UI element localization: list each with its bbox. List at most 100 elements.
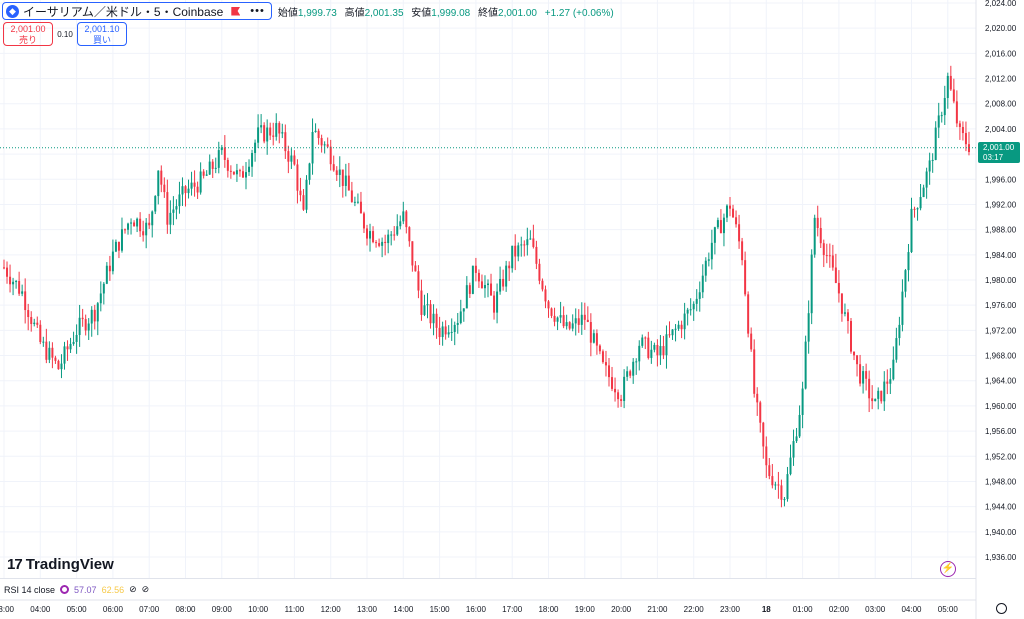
candle-body — [145, 222, 148, 236]
candle-body — [544, 289, 547, 302]
candle-body — [520, 244, 523, 246]
candle-body — [33, 322, 36, 325]
x-tick-label: 18:00 — [538, 605, 559, 614]
candle-body — [922, 187, 925, 198]
last-price-label: 2,001.00 03:17 — [978, 142, 1020, 163]
candle-body — [275, 123, 278, 137]
candle-body — [163, 184, 166, 193]
candle-body — [453, 324, 456, 332]
candle-body — [320, 138, 323, 146]
candle-body — [426, 304, 429, 306]
candle-body — [862, 371, 865, 384]
candle-body — [604, 362, 607, 366]
candle-body — [462, 308, 465, 312]
sell-button[interactable]: 2,001.00 売り — [3, 22, 53, 46]
candle-body — [641, 337, 644, 346]
candle-body — [626, 371, 629, 377]
candle-body — [396, 226, 399, 235]
x-tick-label: 14:00 — [393, 605, 414, 614]
candle-body — [955, 101, 958, 124]
candle-body — [553, 315, 556, 322]
candle-body — [747, 294, 750, 334]
candle-body — [302, 195, 305, 210]
candle-body — [798, 414, 801, 437]
candle-body — [190, 182, 193, 189]
rsi-settings-icon[interactable] — [60, 585, 70, 594]
candle-body — [90, 309, 93, 324]
candle-body — [205, 174, 208, 176]
rsi-value: 57.07 — [74, 584, 97, 595]
candle-body — [223, 147, 226, 160]
candle-body — [925, 171, 928, 188]
candle-body — [931, 159, 934, 161]
spread-value: 0.10 — [57, 29, 73, 39]
low-value: 1,999.08 — [431, 7, 471, 19]
x-tick-label: 15:00 — [430, 605, 451, 614]
axis-settings-icon[interactable] — [996, 603, 1007, 614]
candle-body — [946, 75, 949, 99]
candle-body — [502, 278, 505, 287]
candle-body — [248, 166, 251, 173]
candle-body — [620, 399, 623, 401]
flag-icon[interactable] — [231, 6, 241, 16]
y-tick-label: 2,020.00 — [985, 24, 1017, 33]
candle-body — [263, 125, 266, 142]
candle-body — [783, 499, 786, 501]
ohlc-values: 始値1,999.73 高値2,001.35 安値1,999.08 終値2,001… — [278, 4, 619, 19]
candle-body — [804, 341, 807, 389]
symbol-selector[interactable]: ◆ イーサリアム／米ドル・5・Coinbase ••• — [2, 2, 272, 20]
tradingview-logo[interactable]: 17 TradingView — [7, 556, 114, 573]
candle-body — [716, 220, 719, 228]
candle-body — [317, 130, 320, 139]
candle-body — [677, 324, 680, 329]
sell-price: 2,001.00 — [10, 24, 46, 34]
candle-body — [656, 344, 659, 356]
x-tick-label: 17:00 — [502, 605, 523, 614]
x-tick-label: 05:00 — [938, 605, 959, 614]
candle-body — [447, 332, 450, 335]
candle-body — [877, 390, 880, 399]
pane-divider[interactable] — [0, 578, 976, 579]
candle-body — [565, 322, 568, 327]
candle-body — [372, 231, 375, 243]
candle-body — [287, 151, 290, 162]
candle-body — [665, 334, 668, 356]
x-tick-label: 11:00 — [285, 605, 305, 614]
candle-body — [266, 127, 269, 142]
candle-body — [226, 159, 229, 171]
candle-body — [378, 243, 381, 246]
candle-body — [895, 338, 898, 360]
candle-body — [51, 347, 54, 358]
candle-body — [958, 123, 961, 127]
candle-body — [608, 365, 610, 378]
candle-body — [810, 254, 813, 314]
candle-body — [229, 170, 232, 172]
open-label: 始値 — [277, 7, 298, 19]
candle-body — [48, 347, 51, 360]
candle-body — [780, 485, 783, 500]
x-tick-label: 18 — [762, 605, 771, 614]
remove-icon[interactable]: ⊘ — [141, 584, 150, 594]
candle-body — [84, 319, 87, 331]
candle-body — [299, 190, 302, 196]
buy-button[interactable]: 2,001.10 買い — [77, 22, 127, 46]
lightning-icon[interactable]: ⚡ — [940, 561, 956, 577]
candle-body — [868, 378, 871, 399]
candle-body — [133, 222, 136, 227]
candle-body — [151, 211, 154, 226]
candle-body — [904, 270, 907, 292]
candle-body — [729, 205, 731, 209]
candle-body — [859, 364, 862, 384]
candle-body — [260, 125, 263, 128]
x-tick-label: 19:00 — [575, 605, 596, 614]
candle-body — [72, 341, 75, 344]
candle-body — [586, 319, 589, 323]
hide-icon[interactable]: ⊘ — [129, 584, 137, 594]
candle-body — [63, 346, 66, 364]
candle-body — [629, 371, 632, 376]
candle-body — [496, 291, 499, 313]
more-icon[interactable]: ••• — [250, 5, 265, 17]
candle-body — [574, 318, 577, 324]
